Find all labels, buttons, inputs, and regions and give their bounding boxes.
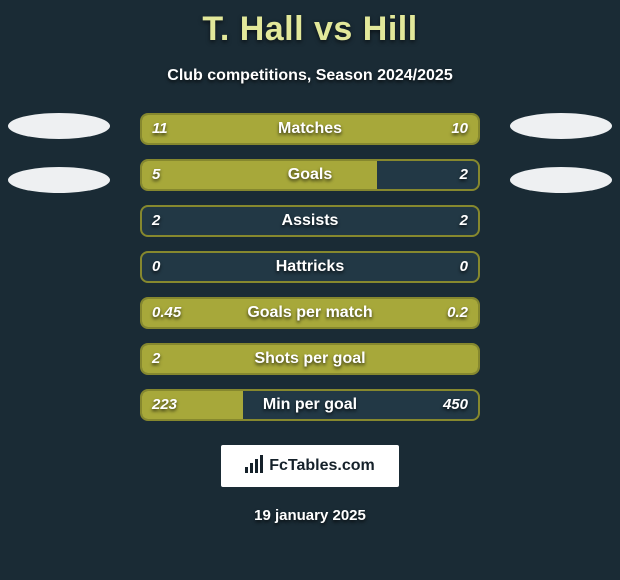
stat-label: Assists <box>142 207 478 235</box>
chart-icon <box>245 455 265 478</box>
stat-row: 11Matches10 <box>140 113 480 145</box>
stat-label: Goals per match <box>142 299 478 327</box>
brand-name: FcTables.com <box>269 457 375 475</box>
stat-value-right: 10 <box>451 115 468 143</box>
stat-label: Hattricks <box>142 253 478 281</box>
stat-label: Goals <box>142 161 478 189</box>
page-title: T. Hall vs Hill <box>0 0 620 49</box>
player-left-avatars <box>4 113 114 193</box>
brand-logo: FcTables.com <box>221 445 399 487</box>
avatar-placeholder <box>8 113 110 139</box>
stat-bars: 11Matches105Goals22Assists20Hattricks00.… <box>140 113 480 421</box>
stat-row: 0.45Goals per match0.2 <box>140 297 480 329</box>
stat-value-right: 450 <box>443 391 468 419</box>
stat-row: 0Hattricks0 <box>140 251 480 283</box>
stat-row: 2Assists2 <box>140 205 480 237</box>
stat-row: 5Goals2 <box>140 159 480 191</box>
avatar-placeholder <box>510 113 612 139</box>
avatar-placeholder <box>8 167 110 193</box>
footer-date: 19 january 2025 <box>0 507 620 524</box>
stat-value-right: 0.2 <box>447 299 468 327</box>
stat-row: 2Shots per goal <box>140 343 480 375</box>
player-right-avatars <box>506 113 616 193</box>
stat-value-right: 2 <box>460 161 468 189</box>
avatar-placeholder <box>510 167 612 193</box>
stat-label: Min per goal <box>142 391 478 419</box>
stat-label: Shots per goal <box>142 345 478 373</box>
stat-label: Matches <box>142 115 478 143</box>
stat-value-right: 0 <box>460 253 468 281</box>
stat-row: 223Min per goal450 <box>140 389 480 421</box>
stat-value-right: 2 <box>460 207 468 235</box>
subtitle: Club competitions, Season 2024/2025 <box>0 67 620 85</box>
stats-area: 11Matches105Goals22Assists20Hattricks00.… <box>0 113 620 421</box>
